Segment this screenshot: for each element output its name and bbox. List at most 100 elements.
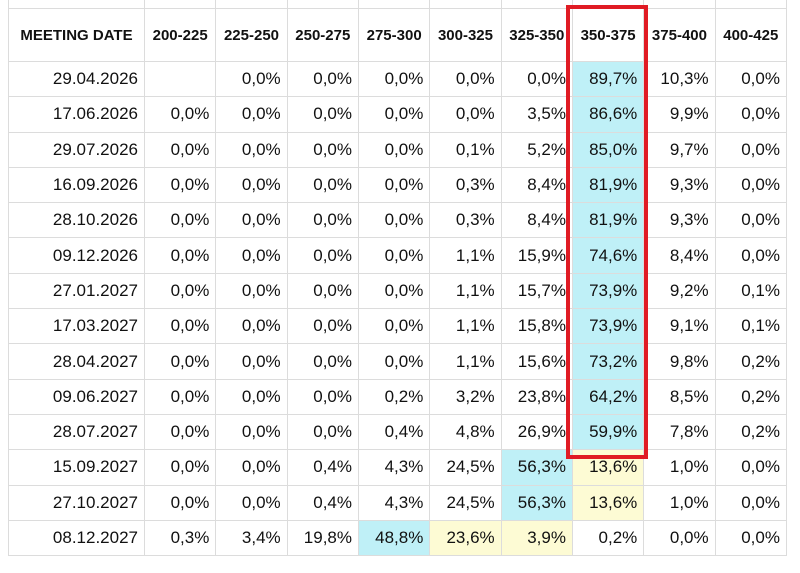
probability-cell[interactable]: 0,0% (143, 166, 217, 204)
probability-cell[interactable]: 3,2% (429, 378, 502, 415)
probability-cell[interactable]: 0,0% (286, 131, 359, 168)
meeting-date-cell[interactable]: 27.10.2027 (8, 484, 145, 521)
probability-cell[interactable]: 8,4% (500, 202, 573, 239)
probability-cell[interactable]: 0,0% (286, 166, 359, 204)
probability-cell[interactable]: 0,0% (429, 96, 502, 133)
meeting-date-cell[interactable]: 29.07.2026 (8, 131, 145, 168)
column-header-200-225[interactable]: 200-225 (143, 8, 217, 62)
probability-cell[interactable]: 0,0% (286, 202, 359, 239)
probability-cell[interactable]: 26,9% (500, 413, 573, 451)
probability-cell[interactable]: 15,9% (500, 237, 573, 274)
meeting-date-cell[interactable]: 16.09.2026 (8, 166, 145, 204)
probability-cell[interactable]: 0,0% (357, 343, 431, 380)
probability-cell[interactable]: 24,5% (429, 484, 502, 521)
probability-cell[interactable]: 1,0% (643, 449, 716, 486)
probability-cell[interactable]: 9,7% (643, 131, 716, 168)
probability-cell[interactable]: 0,4% (286, 484, 359, 521)
meeting-date-cell[interactable]: 17.06.2026 (8, 96, 145, 133)
probability-cell[interactable] (143, 60, 217, 98)
probability-cell[interactable]: 0,0% (215, 272, 288, 310)
probability-cell[interactable]: 1,1% (429, 308, 502, 345)
meeting-date-cell[interactable]: 09.12.2026 (8, 237, 145, 274)
probability-cell[interactable]: 0,0% (215, 96, 288, 133)
probability-cell[interactable]: 0,0% (143, 343, 217, 380)
probability-cell[interactable]: 0,1% (714, 272, 787, 310)
probability-cell[interactable]: 9,2% (643, 272, 716, 310)
probability-cell[interactable]: 0,0% (357, 166, 431, 204)
probability-cell[interactable]: 0,0% (714, 449, 787, 486)
meeting-date-cell[interactable]: 09.06.2027 (8, 378, 145, 415)
probability-cell[interactable]: 0,2% (357, 378, 431, 415)
probability-cell[interactable]: 9,1% (643, 308, 716, 345)
probability-cell[interactable]: 0,1% (714, 308, 787, 345)
meeting-date-cell[interactable]: 15.09.2027 (8, 449, 145, 486)
probability-cell[interactable]: 0,0% (500, 60, 573, 98)
probability-cell[interactable]: 15,8% (500, 308, 573, 345)
probability-cell[interactable]: 0,3% (429, 202, 502, 239)
probability-cell[interactable]: 73,9% (571, 308, 645, 345)
probability-cell[interactable]: 0,0% (143, 131, 217, 168)
probability-cell[interactable]: 0,0% (143, 378, 217, 415)
probability-cell[interactable]: 10,3% (643, 60, 716, 98)
probability-cell[interactable]: 0,0% (429, 60, 502, 98)
probability-cell[interactable]: 0,0% (143, 308, 217, 345)
probability-cell[interactable]: 0,0% (714, 237, 787, 274)
column-header-275-300[interactable]: 275-300 (357, 8, 431, 62)
probability-cell[interactable]: 0,0% (215, 131, 288, 168)
probability-cell[interactable]: 0,0% (215, 308, 288, 345)
probability-cell[interactable]: 8,4% (643, 237, 716, 274)
probability-cell[interactable]: 48,8% (357, 519, 431, 557)
probability-cell[interactable]: 59,9% (571, 413, 645, 451)
column-header-300-325[interactable]: 300-325 (429, 8, 502, 62)
meeting-date-cell[interactable]: 28.10.2026 (8, 202, 145, 239)
probability-cell[interactable]: 0,0% (286, 237, 359, 274)
probability-cell[interactable]: 0,2% (571, 519, 645, 557)
probability-cell[interactable]: 56,3% (500, 484, 573, 521)
probability-cell[interactable]: 0,2% (714, 378, 787, 415)
probability-cell[interactable]: 9,8% (643, 343, 716, 380)
probability-cell[interactable]: 0,0% (286, 343, 359, 380)
meeting-date-cell[interactable]: 28.07.2027 (8, 413, 145, 451)
probability-cell[interactable]: 23,8% (500, 378, 573, 415)
column-header-350-375[interactable]: 350-375 (571, 8, 645, 62)
probability-cell[interactable]: 0,0% (286, 272, 359, 310)
probability-cell[interactable]: 0,0% (357, 96, 431, 133)
probability-cell[interactable]: 0,0% (286, 378, 359, 415)
probability-cell[interactable]: 5,2% (500, 131, 573, 168)
probability-cell[interactable]: 0,0% (286, 308, 359, 345)
probability-cell[interactable]: 0,0% (215, 60, 288, 98)
probability-cell[interactable]: 0,0% (357, 60, 431, 98)
probability-cell[interactable]: 0,4% (357, 413, 431, 451)
probability-cell[interactable]: 8,5% (643, 378, 716, 415)
probability-cell[interactable]: 0,0% (215, 484, 288, 521)
probability-cell[interactable]: 0,0% (357, 131, 431, 168)
probability-cell[interactable]: 4,3% (357, 449, 431, 486)
probability-cell[interactable]: 1,1% (429, 237, 502, 274)
column-header-325-350[interactable]: 325-350 (500, 8, 573, 62)
probability-cell[interactable]: 81,9% (571, 202, 645, 239)
meeting-date-cell[interactable]: 27.01.2027 (8, 272, 145, 310)
probability-cell[interactable]: 0,0% (714, 202, 787, 239)
probability-cell[interactable]: 3,5% (500, 96, 573, 133)
probability-cell[interactable]: 0,0% (714, 96, 787, 133)
probability-cell[interactable]: 0,0% (286, 96, 359, 133)
probability-cell[interactable]: 0,0% (143, 237, 217, 274)
column-header-400-425[interactable]: 400-425 (714, 8, 787, 62)
probability-cell[interactable]: 9,3% (643, 202, 716, 239)
probability-cell[interactable]: 0,0% (143, 272, 217, 310)
meeting-date-cell[interactable]: 29.04.2026 (8, 60, 145, 98)
probability-cell[interactable]: 0,0% (143, 449, 217, 486)
probability-cell[interactable]: 3,4% (215, 519, 288, 557)
probability-cell[interactable]: 0,0% (357, 272, 431, 310)
probability-cell[interactable]: 24,5% (429, 449, 502, 486)
meeting-date-cell[interactable]: 28.04.2027 (8, 343, 145, 380)
probability-cell[interactable]: 64,2% (571, 378, 645, 415)
probability-cell[interactable]: 0,0% (643, 519, 716, 557)
probability-cell[interactable]: 4,8% (429, 413, 502, 451)
probability-cell[interactable]: 85,0% (571, 131, 645, 168)
probability-cell[interactable]: 0,0% (357, 237, 431, 274)
probability-cell[interactable]: 0,1% (429, 131, 502, 168)
probability-cell[interactable]: 0,0% (215, 237, 288, 274)
meeting-date-cell[interactable]: 08.12.2027 (8, 519, 145, 557)
probability-cell[interactable]: 15,6% (500, 343, 573, 380)
